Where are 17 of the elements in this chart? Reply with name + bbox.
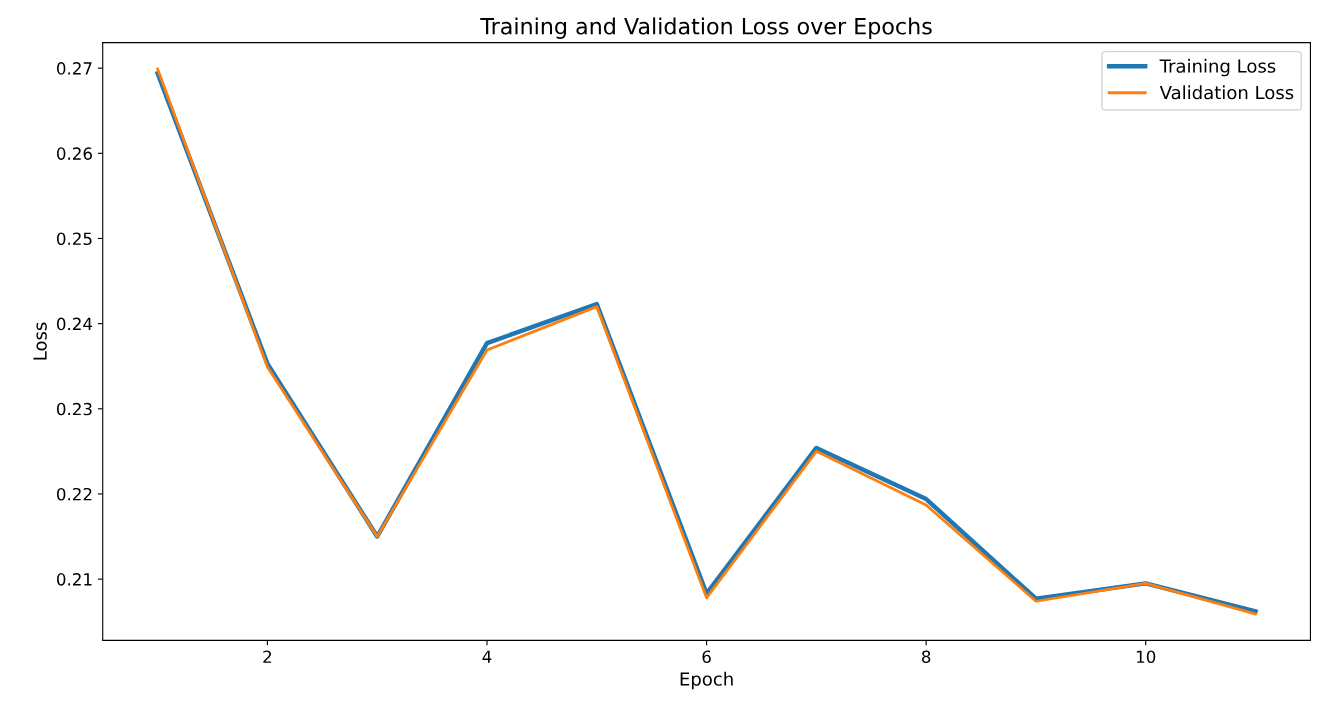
y-tick-label: 0.24 <box>56 317 93 331</box>
chart-title: Training and Validation Loss over Epochs <box>480 17 932 39</box>
x-tick-label: 6 <box>702 650 711 664</box>
y-tick-label: 0.25 <box>56 232 92 246</box>
y-tick-label: 0.26 <box>56 147 92 160</box>
legend-label: Training Loss <box>1159 58 1276 77</box>
legend-label: Validation Loss <box>1159 85 1294 100</box>
y-tick-label: 0.27 <box>56 62 92 75</box>
y-axis-title: Loss <box>33 322 47 360</box>
x-axis-title: Epoch <box>680 671 733 690</box>
y-tick-label: 0.21 <box>56 573 92 586</box>
y-tick-label: 0.23 <box>56 402 92 416</box>
x-tick-label: 2 <box>263 650 272 663</box>
x-tick-label: 10 <box>1136 650 1156 664</box>
x-tick-label: 8 <box>921 650 931 664</box>
x-tick-label: 4 <box>482 650 492 663</box>
y-tick-label: 0.22 <box>56 487 92 501</box>
